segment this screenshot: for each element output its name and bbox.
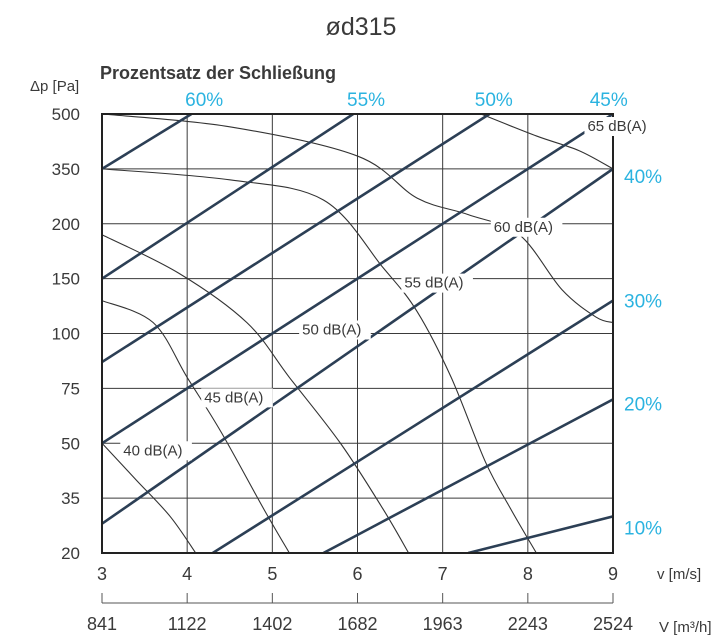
damper-line xyxy=(102,114,613,445)
damper-label-right: 40% xyxy=(624,167,662,188)
x2-axis-label: V [m³/h] xyxy=(659,619,712,636)
sound-label: 65 dB(A) xyxy=(587,118,646,135)
y-tick-label: 150 xyxy=(52,270,80,289)
x-tick-label: 3 xyxy=(97,564,107,584)
y-axis-label: Δp [Pa] xyxy=(30,78,79,95)
y-tick-label: 200 xyxy=(52,215,80,234)
damper-label-top: 50% xyxy=(475,90,513,111)
damper-line xyxy=(212,299,613,553)
damper-label-top: 55% xyxy=(347,90,385,111)
sound-curve xyxy=(102,168,537,553)
sound-curve xyxy=(102,234,410,553)
damper-label-right: 30% xyxy=(624,292,662,313)
sound-label-bg xyxy=(201,388,273,408)
y-tick-label: 100 xyxy=(52,325,80,344)
plot-frame xyxy=(101,113,614,554)
y-tick-label: 35 xyxy=(61,489,80,508)
y-tick-label: 20 xyxy=(61,544,80,563)
x2-tick-label: 1402 xyxy=(252,614,292,634)
sound-label: 45 dB(A) xyxy=(204,389,263,406)
x2-tick-label: 1682 xyxy=(337,614,377,634)
damper-label-top: 45% xyxy=(590,90,628,111)
x-tick-label: 6 xyxy=(352,564,362,584)
x-tick-label: 9 xyxy=(608,564,618,584)
sound-curve xyxy=(102,114,613,324)
x-axis-label: v [m/s] xyxy=(657,566,701,583)
x2-tick-label: 841 xyxy=(87,614,117,634)
damper-line xyxy=(322,398,613,553)
tick-labels: 20 35 50 75 100 150 200 350 500 3 4 5 6 7 8 9 841 1122 140… xyxy=(52,105,633,634)
x-tick-label: 8 xyxy=(523,564,533,584)
chart-subtitle: Prozentsatz der Schließung xyxy=(100,63,336,83)
damper-line xyxy=(102,114,193,170)
damper-label-right: 20% xyxy=(624,394,662,415)
y-tick-label: 500 xyxy=(52,105,80,124)
sound-curve xyxy=(102,442,197,553)
x-tick-label: 5 xyxy=(267,564,277,584)
sound-label-bg xyxy=(120,441,192,461)
x-tick-label: 7 xyxy=(438,564,448,584)
y-tick-label: 50 xyxy=(61,434,80,453)
x2-tick-label: 2524 xyxy=(593,614,633,634)
sound-label-bg xyxy=(584,117,657,136)
damper-label-top: 60% xyxy=(185,90,223,111)
damper-line xyxy=(467,515,613,553)
y-tick-label: 75 xyxy=(61,379,80,398)
x-tick-label: 4 xyxy=(182,564,192,584)
sound-label: 40 dB(A) xyxy=(123,442,182,459)
sound-label: 60 dB(A) xyxy=(494,219,553,236)
sound-label-bg xyxy=(299,320,371,340)
chart-title: ød315 xyxy=(326,13,397,41)
sound-curve xyxy=(480,114,613,170)
sound-label: 50 dB(A) xyxy=(302,322,361,339)
y-tick-label: 350 xyxy=(52,160,80,179)
x2-tick-label: 1963 xyxy=(423,614,463,634)
sound-label-bg xyxy=(490,217,563,237)
sound-label-bg xyxy=(401,273,473,293)
x2-tick-label: 2243 xyxy=(508,614,548,634)
curve-labels: 60% 55% 50% 45% 40% 30% 20% 10% 40 dB(A) 45 dB(A)… xyxy=(120,90,662,540)
damper-label-right: 10% xyxy=(624,519,662,540)
damper-line xyxy=(102,114,354,280)
x2-tick-label: 1122 xyxy=(168,614,207,634)
damper-line xyxy=(102,114,491,364)
sound-label: 55 dB(A) xyxy=(404,275,463,292)
